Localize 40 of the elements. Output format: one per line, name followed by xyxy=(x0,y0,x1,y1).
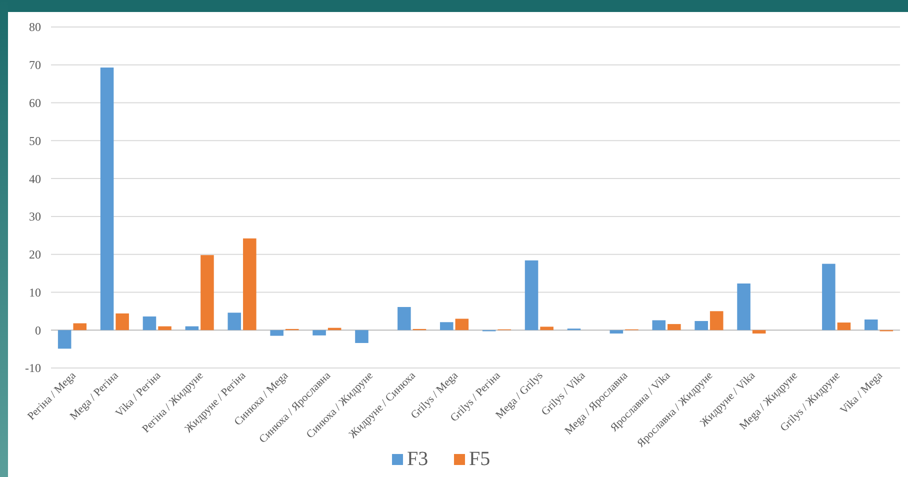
bar xyxy=(694,321,708,330)
bar xyxy=(524,260,538,330)
bar xyxy=(116,313,129,330)
bar xyxy=(737,284,750,330)
y-tick-label: 70 xyxy=(29,58,41,72)
bar xyxy=(200,255,214,330)
bar xyxy=(270,330,284,336)
bar xyxy=(540,326,554,330)
bar xyxy=(158,326,172,330)
bar xyxy=(228,312,242,330)
y-tick-label: 20 xyxy=(29,248,41,262)
bar xyxy=(398,307,411,330)
y-tick-label: 30 xyxy=(29,210,41,224)
legend-label: F3 xyxy=(407,448,428,470)
bar xyxy=(837,322,851,330)
bar xyxy=(822,264,836,330)
y-tick-label: 40 xyxy=(29,172,41,186)
bar xyxy=(752,330,766,334)
bar xyxy=(312,330,326,336)
bar xyxy=(243,238,256,330)
bar xyxy=(440,322,454,330)
bar xyxy=(455,318,469,330)
bar xyxy=(652,320,666,330)
bar xyxy=(710,311,724,330)
y-tick-label: 0 xyxy=(35,323,41,338)
bar xyxy=(610,330,624,334)
y-tick-label: 10 xyxy=(29,285,41,300)
y-tick-label: 80 xyxy=(29,20,41,34)
bar xyxy=(142,316,156,330)
bar xyxy=(668,324,681,330)
y-tick-label: 60 xyxy=(29,96,41,110)
bar xyxy=(73,323,87,330)
bar xyxy=(864,320,878,330)
bar xyxy=(58,330,72,349)
y-tick-label: 50 xyxy=(29,134,41,148)
bar xyxy=(355,330,368,343)
bar xyxy=(185,326,199,330)
legend-label: F5 xyxy=(469,448,490,470)
bar xyxy=(100,68,114,330)
y-tick-label: -10 xyxy=(25,361,41,376)
